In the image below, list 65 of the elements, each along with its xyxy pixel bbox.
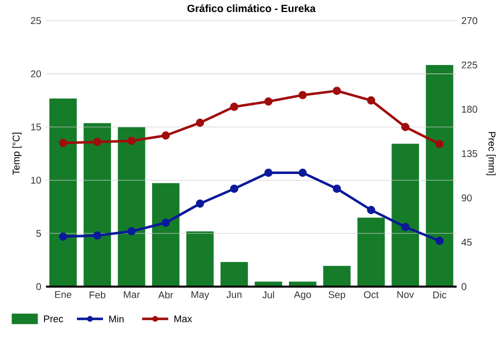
x-tick-label: Abr: [158, 291, 174, 298]
point: [93, 138, 102, 146]
point: [435, 140, 444, 148]
point: [401, 222, 410, 231]
bar: [84, 122, 111, 286]
x-tick-label: Feb: [90, 291, 106, 298]
bar: [323, 266, 351, 286]
y-tick-label: 25: [30, 16, 41, 24]
x-tick-label: Ene: [55, 291, 72, 298]
y2-tick-label: 270: [462, 16, 478, 24]
x-tick-label: Jul: [262, 291, 274, 298]
x-tick-label: Ago: [294, 291, 311, 300]
y-tick-label: 15: [31, 123, 41, 130]
bar: [152, 183, 180, 286]
y-tick-label: 5: [36, 230, 41, 237]
point: [401, 122, 410, 131]
y-tick-label: 20: [30, 70, 41, 78]
x-tick-label: Sep: [328, 291, 346, 300]
y-tick-label: 0: [36, 282, 41, 290]
point: [58, 232, 68, 241]
bar: [392, 144, 420, 286]
chart-title: Gráfico climático - Eureka: [187, 4, 316, 12]
point: [127, 227, 136, 236]
x-tick-label: Oct: [364, 291, 379, 298]
y2-tick-label: 45: [462, 238, 472, 246]
point: [298, 90, 307, 100]
y-axis-title: Temp [°C]: [12, 132, 22, 175]
x-tick-label: May: [192, 291, 210, 300]
bar: [426, 64, 454, 286]
x-tick-label: Nov: [397, 291, 414, 298]
point: [196, 199, 204, 208]
point: [264, 97, 273, 106]
point: [367, 206, 376, 214]
y2-tick-label: 135: [462, 150, 478, 157]
y2-tick-label: 180: [462, 106, 478, 113]
point: [127, 136, 136, 145]
point: [93, 231, 102, 240]
bar: [118, 126, 146, 286]
x-tick-label: Dic: [433, 291, 446, 298]
y-tick-label: 10: [31, 176, 41, 184]
x-tick-label: Jun: [226, 291, 242, 298]
bar: [357, 217, 385, 286]
y2-tick-label: 225: [462, 61, 478, 68]
point: [162, 218, 170, 227]
x-tick-label: Mar: [124, 291, 140, 298]
point: [58, 138, 68, 147]
point: [264, 168, 273, 177]
point: [367, 96, 376, 104]
legend-label: Prec: [44, 315, 64, 322]
point: [162, 131, 170, 140]
point: [332, 184, 341, 193]
point: [298, 168, 307, 177]
bar: [220, 262, 248, 286]
point: [332, 86, 341, 95]
bar: [49, 98, 77, 286]
point: [230, 184, 238, 193]
point: [196, 118, 204, 127]
bar: [186, 231, 214, 286]
point: [435, 236, 444, 245]
y2-axis-title: Prec [mm]: [486, 132, 496, 176]
y2-tick-label: 90: [462, 194, 472, 202]
legend-label: Min: [109, 315, 124, 322]
point: [230, 102, 238, 111]
y2-tick-label: 0: [462, 282, 466, 290]
legend-label: Max: [174, 315, 192, 322]
